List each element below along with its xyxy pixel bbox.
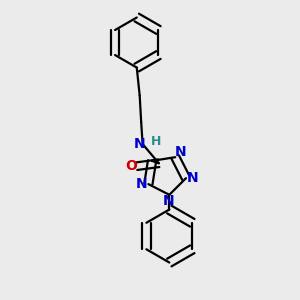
- Text: O: O: [125, 159, 137, 173]
- Text: N: N: [136, 177, 148, 191]
- Text: H: H: [151, 135, 161, 148]
- Text: N: N: [187, 171, 198, 185]
- Text: N: N: [134, 137, 146, 151]
- Text: N: N: [162, 194, 174, 208]
- Text: N: N: [175, 145, 186, 159]
